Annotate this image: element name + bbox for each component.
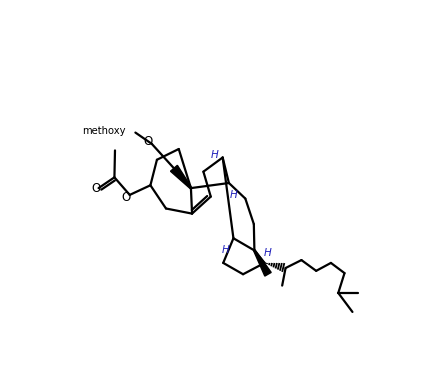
- Text: O: O: [121, 191, 130, 204]
- Polygon shape: [254, 250, 271, 276]
- Text: H: H: [222, 245, 229, 255]
- Text: H: H: [211, 150, 219, 160]
- Text: methoxy: methoxy: [82, 125, 126, 135]
- Text: O: O: [91, 181, 100, 195]
- Text: H: H: [230, 190, 237, 200]
- Text: O: O: [144, 135, 153, 148]
- Polygon shape: [170, 165, 191, 189]
- Text: H: H: [264, 248, 272, 258]
